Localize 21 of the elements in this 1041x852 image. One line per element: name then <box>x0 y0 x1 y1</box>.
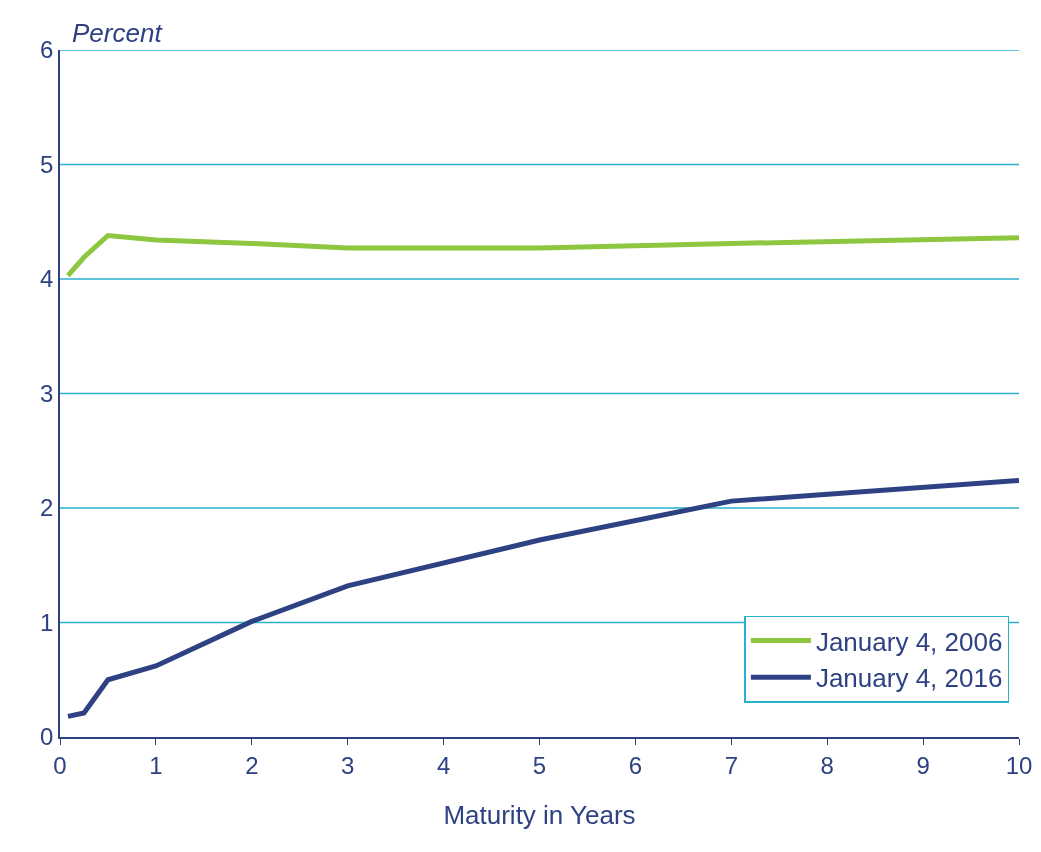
legend-label: January 4, 2016 <box>815 663 1003 694</box>
x-tick-label: 4 <box>436 751 451 779</box>
y-tick-label: 5 <box>40 150 54 178</box>
y-tick-label: 4 <box>40 265 54 293</box>
x-tick-label: 2 <box>245 751 259 779</box>
x-tick-label: 8 <box>820 751 834 779</box>
y-tick-label: 6 <box>40 36 54 64</box>
x-axis-title: Maturity in Years <box>443 799 636 830</box>
x-tick-label: 7 <box>724 751 738 779</box>
legend-label: January 4, 2006 <box>815 626 1003 657</box>
x-tick-label: 9 <box>916 751 930 779</box>
x-tick-label: 1 <box>149 751 163 779</box>
x-tick-label: 10 <box>1005 751 1033 779</box>
y-tick-label: 2 <box>40 494 54 522</box>
y-tick-label: 3 <box>40 379 54 407</box>
y-axis-title: Percent <box>72 18 164 48</box>
x-tick-label: 6 <box>628 751 643 779</box>
x-tick-label: 3 <box>341 751 355 779</box>
y-tick-label: 1 <box>40 608 54 636</box>
x-tick-label: 5 <box>532 751 547 779</box>
y-tick-label: 0 <box>40 723 54 751</box>
